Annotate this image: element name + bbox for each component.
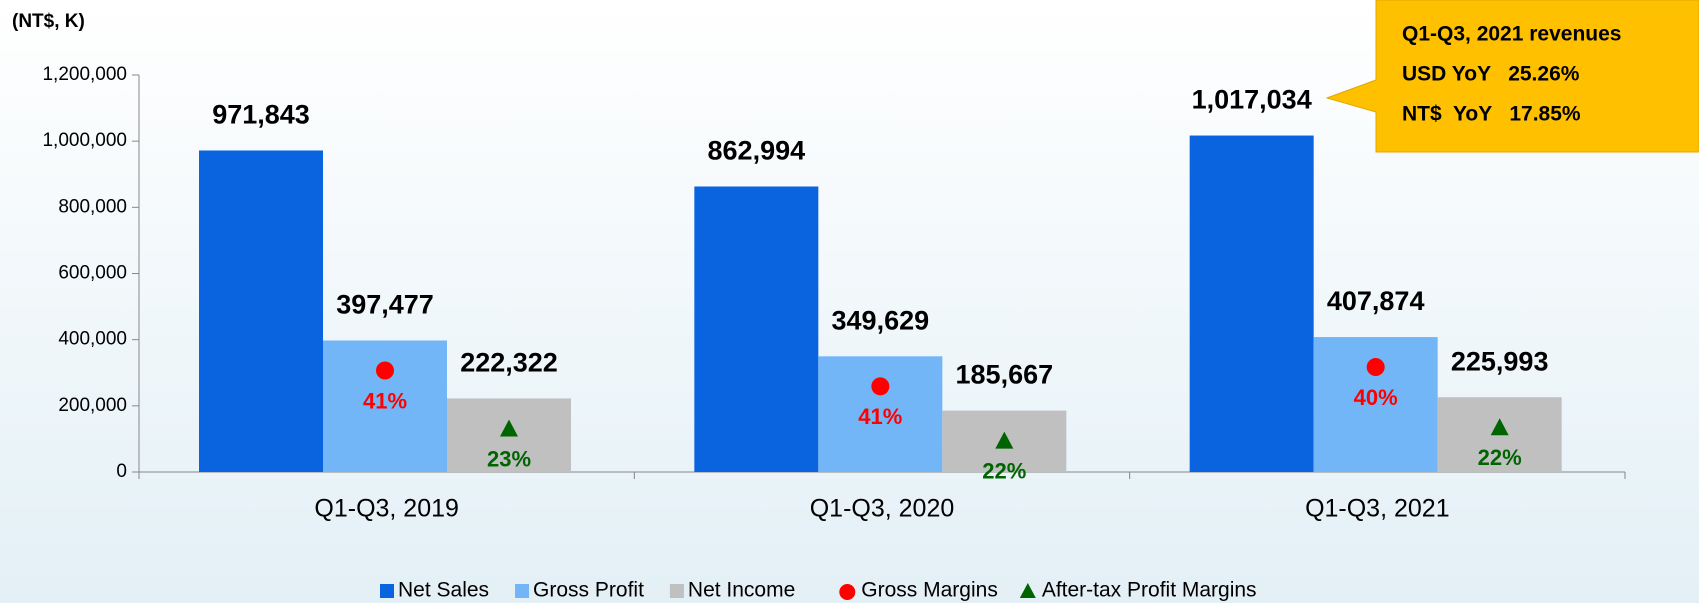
callout-box (1325, 0, 1699, 153)
margin-label: 41% (858, 404, 902, 429)
callout-text: USD YoY 25.26% (1402, 63, 1580, 86)
x-tick-label: Q1-Q3, 2020 (810, 495, 955, 523)
y-tick-label: 800,000 (58, 196, 127, 217)
y-tick-label: 600,000 (58, 263, 127, 284)
y-tick-label: 1,200,000 (42, 64, 127, 85)
margin-marker (1366, 358, 1385, 377)
margin-marker (376, 361, 394, 380)
y-tick-label: 400,000 (58, 329, 127, 350)
y-tick-label: 200,000 (58, 395, 127, 416)
bar-value-label: 862,994 (708, 136, 806, 166)
legend-swatch (839, 584, 856, 600)
bar (1189, 135, 1314, 472)
bar-value-label: 185,667 (956, 360, 1054, 390)
legend-swatch (380, 584, 394, 598)
x-tick-label: Q1-Q3, 2021 (1305, 495, 1450, 523)
margin-label: 23% (487, 446, 531, 471)
bar (818, 356, 943, 472)
x-tick-label: Q1-Q3, 2019 (314, 495, 459, 523)
legend-swatch (669, 584, 684, 598)
legend-label: Net Income (688, 579, 795, 602)
margin-marker (995, 431, 1014, 449)
bar-value-label: 222,322 (460, 348, 558, 378)
bar-value-label: 971,843 (212, 100, 310, 130)
margin-marker (500, 419, 518, 437)
margin-label: 41% (363, 388, 407, 413)
legend-label: Gross Margins (861, 579, 998, 602)
bar-value-label: 397,477 (336, 290, 434, 320)
legend-swatch (515, 584, 530, 598)
bar-value-label: 1,017,034 (1192, 85, 1312, 115)
callout-text: Q1-Q3, 2021 revenues (1402, 23, 1621, 46)
bar-value-label: 225,993 (1451, 346, 1549, 376)
y-tick-label: 0 (116, 461, 127, 482)
legend-label: After-tax Profit Margins (1042, 579, 1257, 602)
bar (694, 186, 819, 473)
y-tick-label: 1,000,000 (42, 130, 127, 151)
unit-label: (NT$, K) (12, 11, 85, 32)
legend-swatch (1019, 583, 1036, 598)
margin-label: 22% (1478, 445, 1522, 470)
margin-label: 22% (982, 458, 1026, 483)
legend-label: Gross Profit (533, 579, 644, 602)
bar-value-label: 407,874 (1327, 286, 1425, 316)
legend-label: Net Sales (398, 579, 489, 602)
bar-value-label: 349,629 (832, 305, 930, 335)
margin-marker (871, 377, 890, 396)
margin-label: 40% (1354, 385, 1398, 410)
callout-text: NT$ YoY 17.85% (1402, 103, 1581, 126)
margin-marker (1490, 418, 1509, 436)
bar (199, 150, 323, 472)
